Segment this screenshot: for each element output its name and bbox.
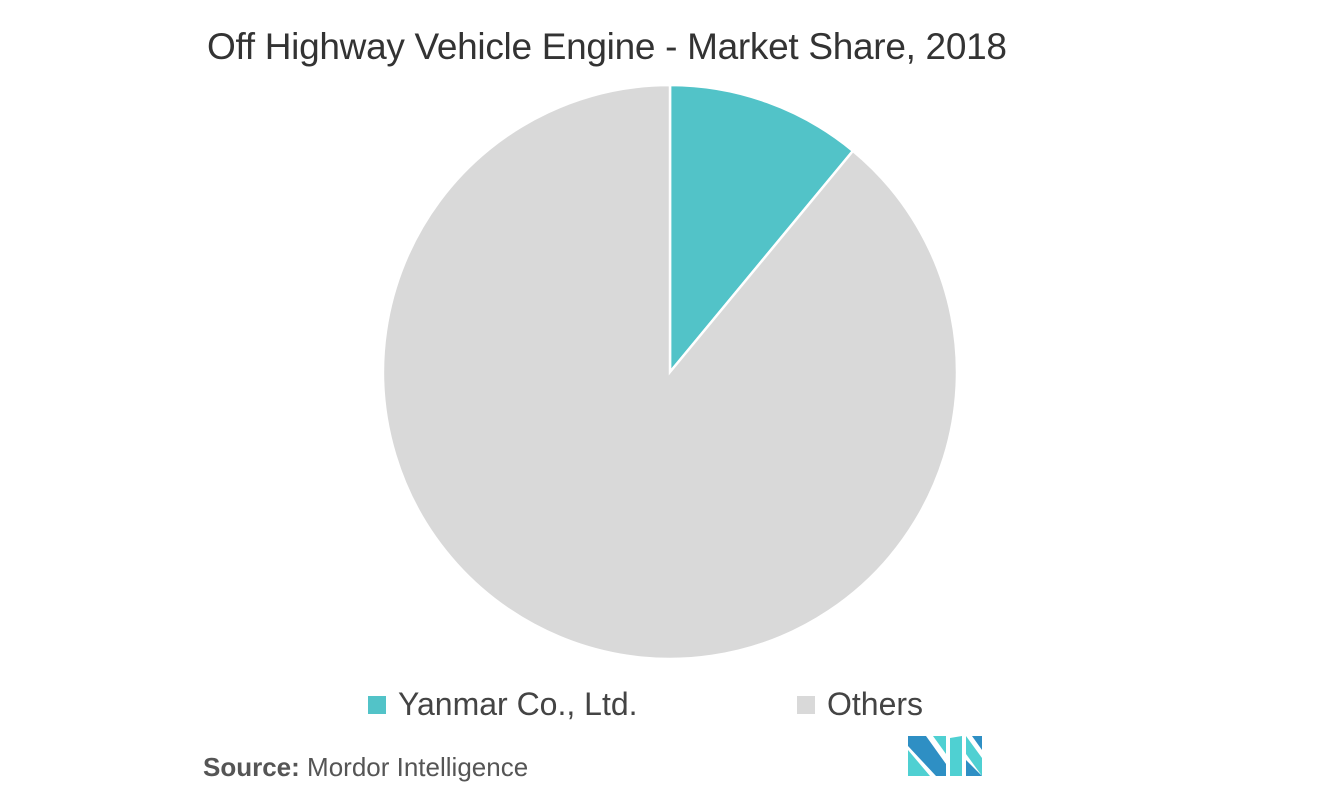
legend-label: Others	[827, 686, 924, 722]
pie-slice-others	[381, 83, 959, 661]
pie-slice-yanmar-co-ltd	[668, 83, 855, 376]
source-note: Source: Mordor Intelligence	[203, 752, 528, 783]
mordor-intelligence-logo	[908, 736, 982, 776]
source-label: Source:	[203, 752, 300, 782]
legend-item-others: Others	[797, 686, 923, 723]
legend-swatch	[797, 695, 815, 714]
pie-chart	[381, 83, 959, 661]
chart-title: Off Highway Vehicle Engine - Market Shar…	[207, 26, 1007, 67]
legend-label: Yanmar Co., Ltd.	[398, 686, 638, 722]
source-text: Mordor Intelligence	[307, 752, 529, 782]
legend-swatch	[368, 695, 386, 714]
legend-item-yanmar: Yanmar Co., Ltd.	[368, 686, 638, 723]
